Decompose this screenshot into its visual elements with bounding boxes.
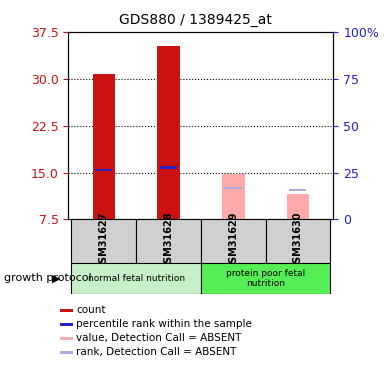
Bar (201, 219, 266, 262)
Text: GDS880 / 1389425_at: GDS880 / 1389425_at (119, 13, 271, 27)
Bar (60, 351, 73, 354)
Bar (71, 262, 201, 294)
Bar (266, 219, 330, 262)
Bar (157, 46, 180, 219)
Bar (225, 187, 242, 189)
Bar (222, 174, 245, 219)
Text: value, Detection Call = ABSENT: value, Detection Call = ABSENT (76, 333, 242, 344)
Bar (136, 219, 201, 262)
Bar (289, 189, 307, 191)
Text: normal fetal nutrition: normal fetal nutrition (88, 274, 185, 283)
Text: count: count (76, 306, 106, 315)
Bar (60, 337, 73, 340)
Bar (60, 309, 73, 312)
Text: GSM31630: GSM31630 (293, 211, 303, 270)
Text: GSM31629: GSM31629 (228, 211, 238, 270)
Text: growth protocol: growth protocol (4, 273, 92, 284)
Bar (287, 194, 309, 219)
Text: percentile rank within the sample: percentile rank within the sample (76, 320, 252, 329)
Bar (92, 74, 115, 219)
Text: rank, Detection Call = ABSENT: rank, Detection Call = ABSENT (76, 347, 237, 357)
Text: protein poor fetal
nutrition: protein poor fetal nutrition (226, 269, 305, 288)
Bar (160, 166, 177, 169)
Bar (95, 169, 112, 171)
Bar (71, 219, 136, 262)
Text: GSM31628: GSM31628 (163, 211, 174, 270)
Text: ▶: ▶ (52, 273, 60, 284)
Bar (60, 323, 73, 326)
Bar (201, 262, 330, 294)
Text: GSM31627: GSM31627 (99, 211, 109, 270)
